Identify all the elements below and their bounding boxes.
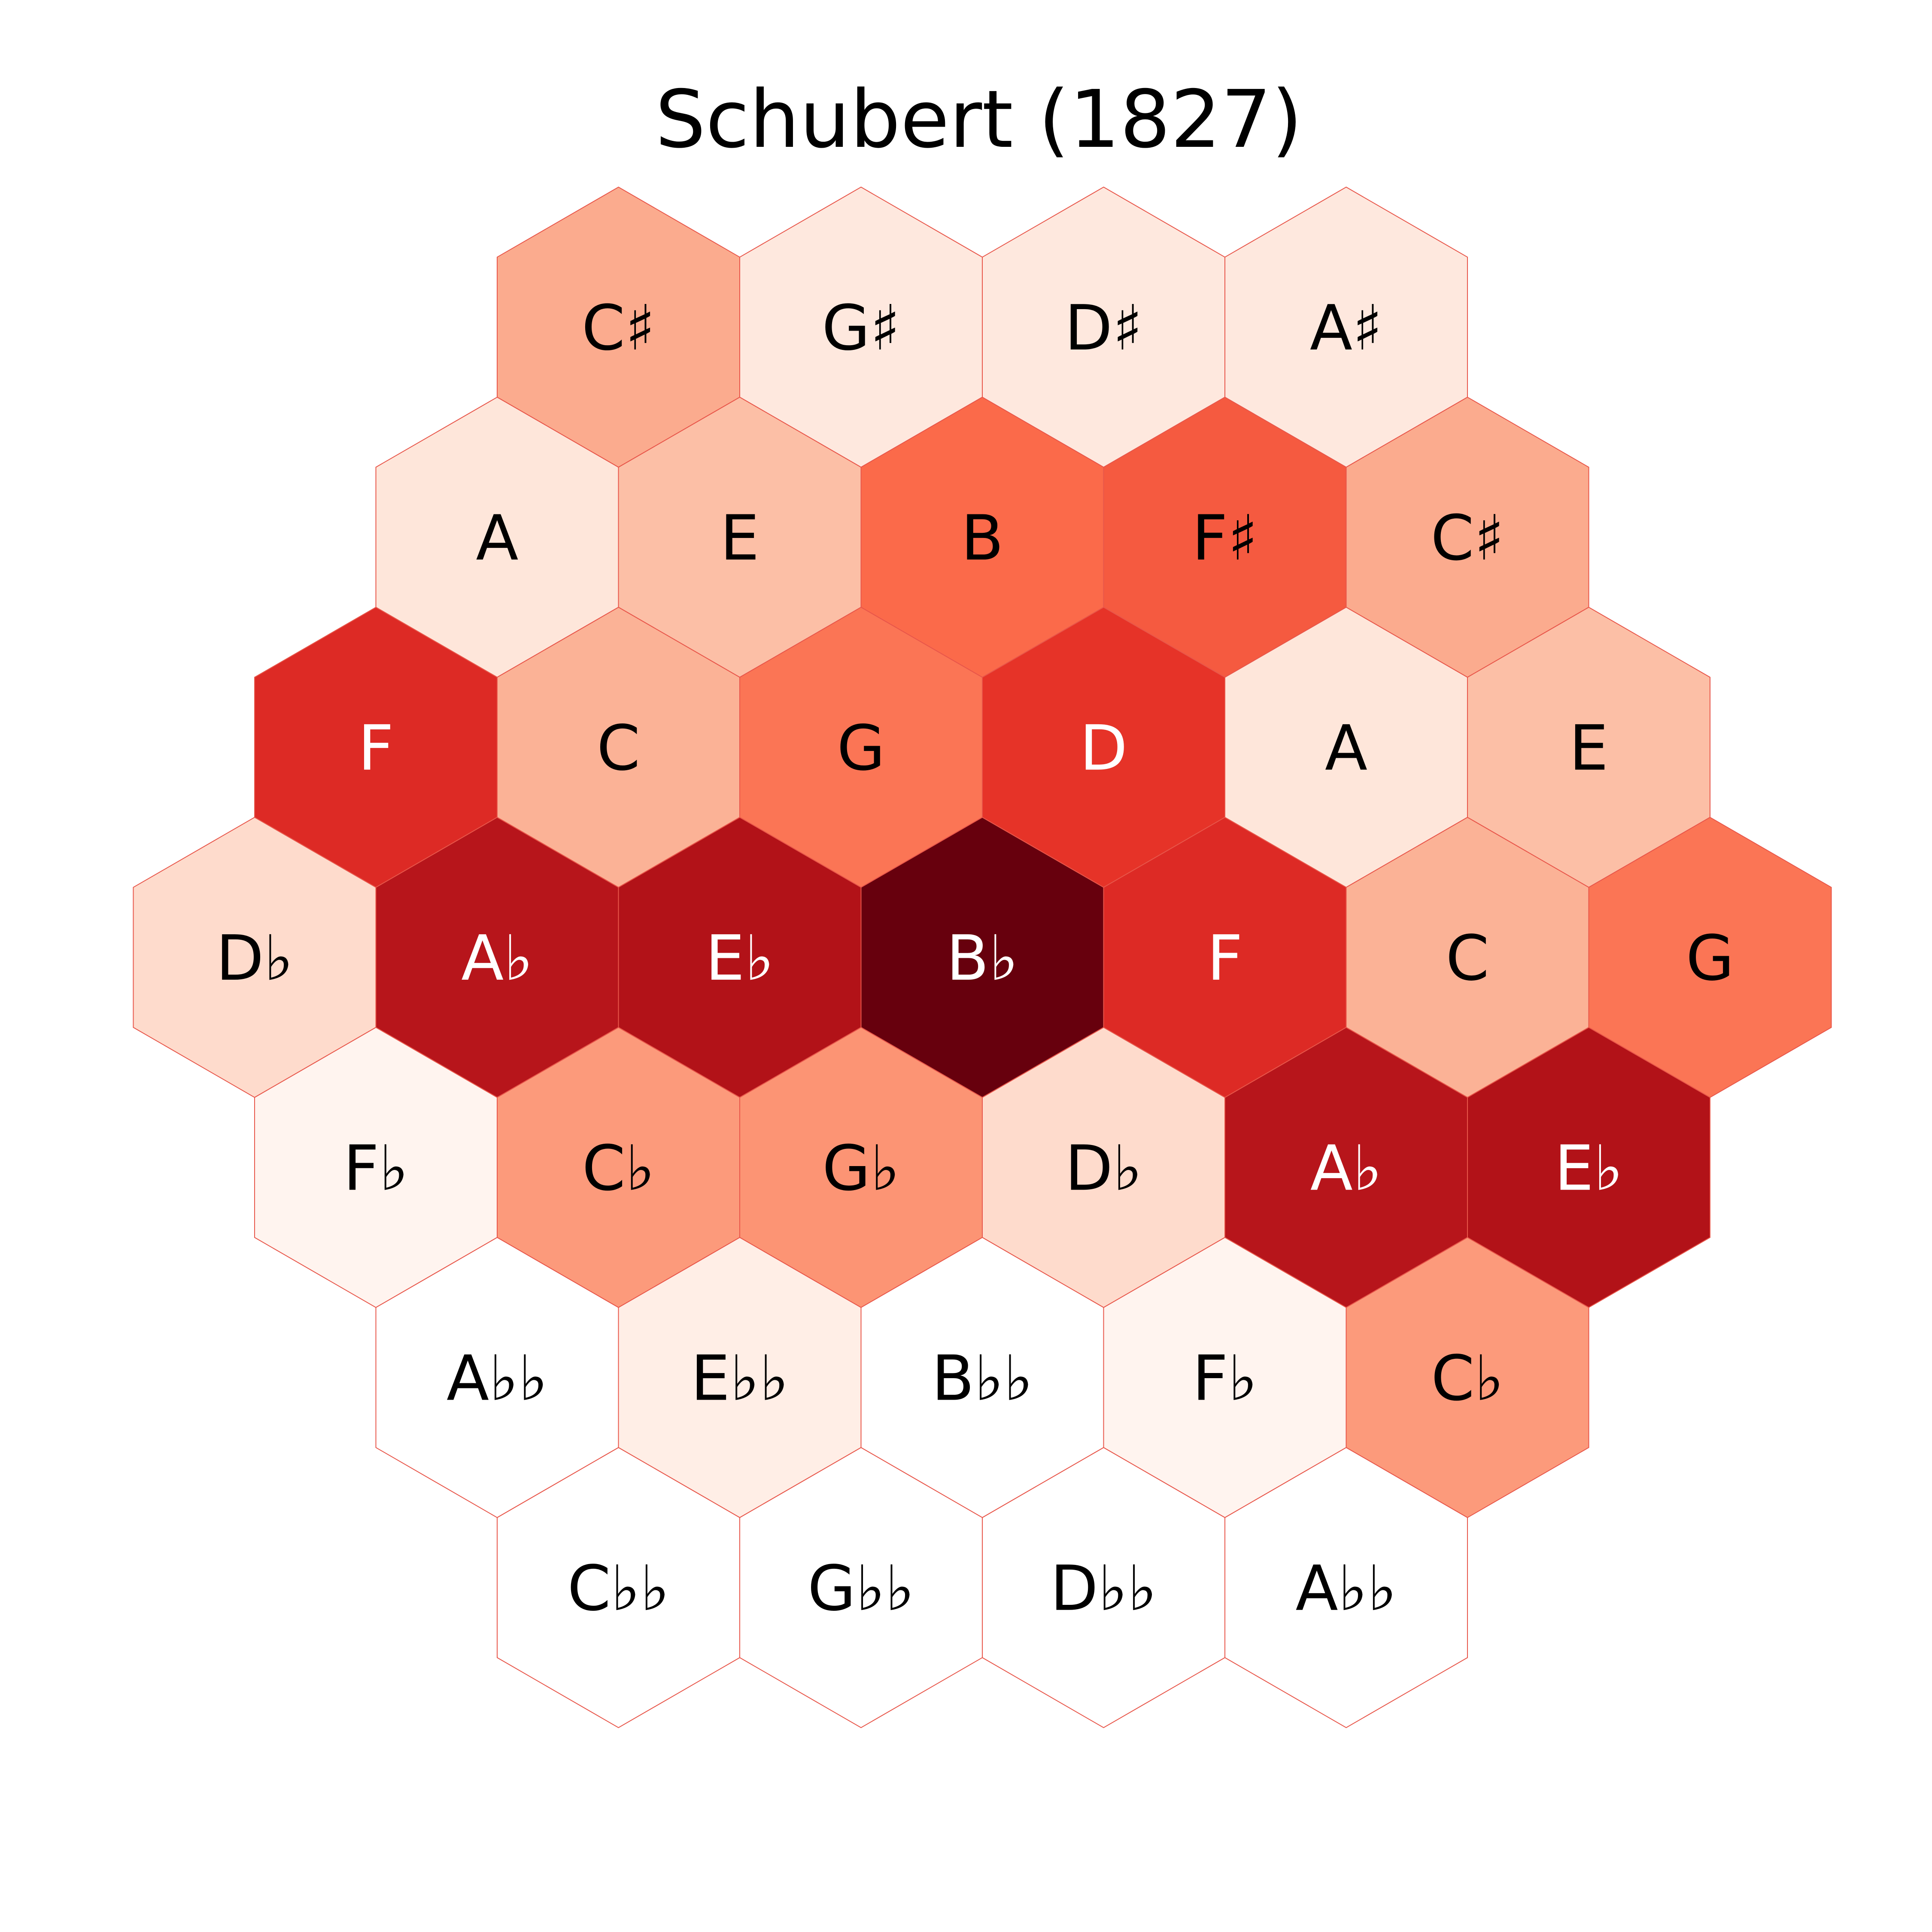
hex-label: C♭ [1431,1343,1504,1415]
hex-label: A♭♭ [447,1343,548,1415]
chart-title: Schubert (1827) [655,73,1302,166]
hex-label: B [961,502,1003,574]
hex-label: D♭ [1065,1132,1142,1205]
hex-label: A [1325,712,1367,785]
hex-label: C♭ [582,1132,655,1205]
hex-label: C [597,712,640,785]
hex-label: E [1569,712,1609,785]
hex-label: E♭♭ [691,1343,789,1415]
hex-label: B♭ [946,922,1018,995]
hex-label: F [358,712,394,785]
hex-label: D♯ [1065,292,1143,365]
hex-label: G♭ [822,1132,900,1205]
hex-label: F♯ [1192,502,1258,574]
hex-label: F♭ [343,1132,409,1205]
hex-grid: C♯ G♯ D♯ A♯ A E B F♯ C♯ F C G D A E D♭ A♭ E♭ B♭ F C G F♭ C♭ G♭ D♭… [133,186,1832,1728]
hex-label: G♭♭ [808,1552,914,1625]
hex-label: A♯ [1310,292,1382,365]
hex-label: G [1686,922,1734,995]
hex-label: E [720,502,759,574]
hex-label: D [1080,712,1128,785]
hex-label: D♭ [216,922,293,995]
hex-label: A [476,502,518,574]
hex-label: D♭♭ [1050,1552,1157,1625]
hex-label: G♯ [822,292,900,365]
hex-label: G [837,712,885,785]
hex-label: E♭ [705,922,774,995]
hex-label: A♭♭ [1296,1552,1397,1625]
hex-label: C♯ [582,292,655,365]
hex-label: C♯ [1431,502,1504,574]
hex-label: F [1207,922,1242,995]
hex-label: C♭♭ [567,1552,669,1625]
hex-label: C [1446,922,1489,995]
hex-label: E♭ [1554,1132,1623,1205]
hex-cell [1224,1447,1468,1728]
hex-label: F♭ [1192,1343,1258,1415]
hex-label: B♭♭ [932,1343,1033,1415]
hex-label: A♭ [1310,1132,1382,1205]
hex-label: A♭ [461,922,533,995]
